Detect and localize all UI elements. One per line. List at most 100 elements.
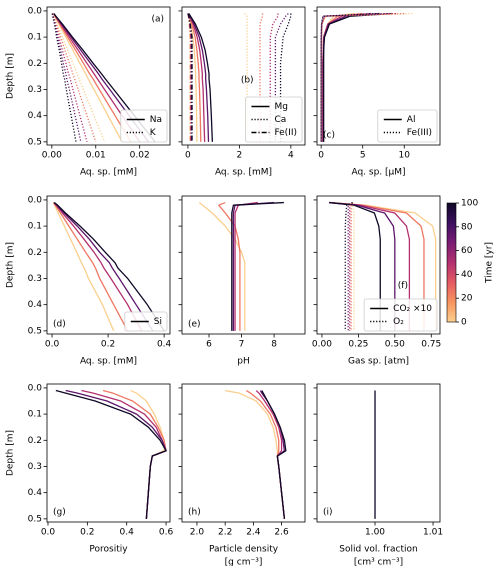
x-axis-label: Aq. sp. [μM] [351,168,405,178]
panel-label: (e) [188,320,201,330]
profile-line [322,12,372,142]
x-tick-label: 2 [237,151,243,161]
profile-line [320,12,388,142]
y-tick-label: 0.3 [28,85,42,95]
y-tick-label: 0.1 [28,33,42,43]
profile-line [198,202,246,331]
x-tick-label: 1.00 [365,528,385,538]
legend-label: CO₂ ×10 [393,304,432,314]
profile-line [187,13,192,142]
legend-box [120,109,168,143]
panel: 0 5 10 Aq. sp. [μM] (c) Al Fe(III) [313,6,441,178]
profile-line [225,389,286,519]
y-tick-label: 0.2 [28,59,42,69]
legend-box [377,109,438,143]
x-axis-label: Aq. sp. [mM] [215,168,272,178]
x-axis-label: Gas sp. [atm] [348,357,409,367]
profile-line [52,202,115,332]
profile-line [351,202,355,331]
profile-line [274,13,289,142]
axes-frame [316,383,441,523]
profile-line [347,201,353,331]
axes-frame [46,383,171,523]
colorbar-tick-label: 0 [461,318,467,328]
y-tick-label: 0.3 [28,462,42,472]
panel: 2.0 2.2 2.4 2.6 Particle density [g cm⁻³] (h) [178,383,306,566]
profile-line [53,202,165,332]
panel-label: (a) [151,15,164,25]
x-tick-label: 4 [288,151,294,161]
y-axis-label: Depth [m] [6,430,16,476]
panel-label: (i) [323,508,333,518]
legend-label: Fe(III) [407,128,432,138]
profile-line [350,202,354,331]
x-tick-label: 0 [185,151,191,161]
x-tick-label: 10 [399,151,411,161]
profile-line [329,201,437,331]
legend-label: Ca [274,115,286,125]
x-tick-label: 0.01 [86,151,106,161]
profile-line [344,201,353,331]
profile-line [188,13,214,142]
x-tick-label: 2.4 [246,528,261,538]
profile-line [218,201,241,331]
axes-frame [181,383,306,523]
y-tick-label: 0.5 [28,514,42,524]
profile-line [323,12,392,142]
x-axis-label: Solid vol. fraction [339,545,417,555]
panel: 1.00 1.01 Solid vol. fraction [cm³ cm⁻³] (i) [313,383,443,566]
profile-line [322,12,363,142]
axes-frame [181,6,306,146]
y-tick-label: 0.0 [28,195,43,205]
panel-label: (g) [53,508,66,518]
x-axis-label: [g cm⁻³] [225,558,263,566]
y-tick-label: 0.1 [28,410,42,420]
x-tick-label: 7 [239,340,245,350]
profile-line [279,13,292,142]
profile-line [55,389,167,519]
axes-frame [181,195,306,335]
panel: 0.00 0.01 0.02 Aq. sp. [mM] 0.0 0.1 0.2 0.3 0.4 0… [6,6,171,178]
profile-line [348,202,353,331]
axes-frame [46,6,171,146]
profile-line [329,201,411,331]
profile-line [53,202,143,332]
profile-line [52,13,123,143]
x-tick-label: 2.6 [274,528,289,538]
profile-line [53,202,129,332]
x-tick-label: 8 [271,340,277,350]
panel: 0.0 0.2 0.4 Aq. sp. [mM] 0.0 0.1 0.2 0.3 0.4 0.5 D… [6,195,172,366]
x-tick-label: 2.2 [218,528,232,538]
x-tick-label: 0.02 [130,151,150,161]
profile-line [187,13,206,142]
x-axis-label: [cm³ cm⁻³] [354,558,403,566]
y-tick-label: 0.0 [28,6,43,16]
profile-line [52,13,88,143]
x-tick-label: 0.00 [312,340,332,350]
profile-line [53,13,156,143]
x-tick-label: 0.0 [45,340,60,350]
profile-line [53,202,154,332]
profile-line [187,13,193,142]
legend-box [245,96,303,143]
profile-line [234,201,258,331]
profile-line [187,13,191,142]
x-tick-label: 0.2 [80,528,94,538]
axes-frame [316,195,441,335]
profile-line [320,12,380,142]
legend-box [363,298,438,332]
profile-line [329,201,381,331]
y-tick-label: 0.3 [28,274,42,284]
panel-label: (f) [398,281,408,291]
colorbar-tick-label: 80 [461,222,473,232]
x-tick-label: 1.01 [423,528,443,538]
y-tick-label: 0.4 [28,488,43,498]
panel: 0.00 0.25 0.50 0.75 Gas sp. [atm] (f) CO₂ ×10 O… [312,195,441,367]
legend-label: Fe(II) [274,128,297,138]
x-tick-label: 0.2 [101,340,115,350]
x-axis-label: Porositiy [89,545,128,555]
axes-frame [46,195,171,335]
legend-label: Al [407,115,416,125]
x-axis-label: Aq. sp. [mM] [80,357,137,367]
